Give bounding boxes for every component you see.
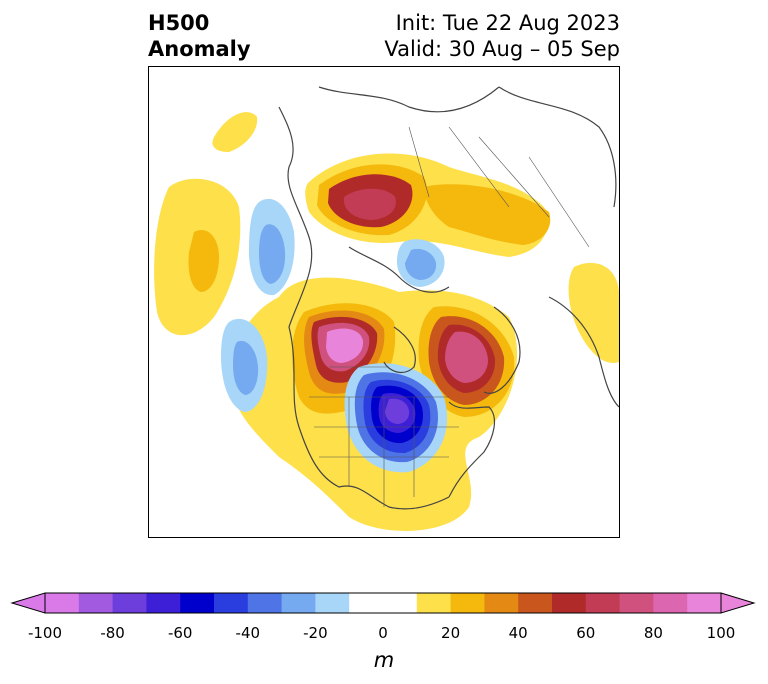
colorbar-extend-high xyxy=(720,592,756,614)
title-left: H500 Anomaly xyxy=(148,10,251,62)
colorbar-tick-label: -80 xyxy=(100,624,125,642)
valid-period-label: Valid: 30 Aug – 05 Sep xyxy=(384,37,620,61)
colorbar-tick-label: 100 xyxy=(706,624,736,642)
colorbar-box xyxy=(180,593,215,613)
colorbar-box xyxy=(687,593,722,613)
colorbar-box xyxy=(146,593,181,613)
colorbar-box xyxy=(112,593,147,613)
colorbar xyxy=(10,592,756,614)
colorbar-box xyxy=(281,593,316,613)
colorbar-tick-label: 60 xyxy=(576,624,596,642)
colorbar-box xyxy=(45,593,80,613)
colorbar-box xyxy=(315,593,350,613)
title-field: Anomaly xyxy=(148,37,251,61)
colorbar-tick-label: 80 xyxy=(643,624,663,642)
colorbar-tick-label: 0 xyxy=(378,624,388,642)
coastline-borders xyxy=(278,86,619,510)
colorbar-tick-label: 40 xyxy=(508,624,528,642)
init-time-label: Init: Tue 22 Aug 2023 xyxy=(395,11,620,35)
colorbar-tick-label: 20 xyxy=(441,624,461,642)
colorbar-box xyxy=(383,593,418,613)
positive-anomaly-shading xyxy=(154,112,619,531)
colorbar-box xyxy=(585,593,621,613)
title-variable: H500 xyxy=(148,11,210,35)
title-right: Init: Tue 22 Aug 2023 Valid: 30 Aug – 05… xyxy=(384,10,620,62)
colorbar-tick-label: -20 xyxy=(303,624,328,642)
colorbar-box xyxy=(518,593,553,613)
colorbar-box xyxy=(484,593,519,613)
colorbar-tick-label: -100 xyxy=(27,624,63,642)
map-canvas xyxy=(154,86,619,531)
colorbar-box xyxy=(653,593,688,613)
colorbar-tick-label: -40 xyxy=(235,624,261,642)
colorbar-box xyxy=(349,593,384,613)
colorbar-outline xyxy=(44,592,722,614)
colorbar-box xyxy=(247,593,283,613)
colorbar-box xyxy=(552,593,587,613)
anomaly-map xyxy=(148,66,620,538)
colorbar-box xyxy=(78,593,114,613)
colorbar-box xyxy=(619,593,654,613)
colorbar-box xyxy=(450,593,485,613)
colorbar-tick-label: -60 xyxy=(167,624,193,642)
colorbar-boxes xyxy=(45,593,722,613)
colorbar-extend-low xyxy=(10,592,46,614)
colorbar-box xyxy=(214,593,249,613)
colorbar-units: m xyxy=(373,648,395,672)
colorbar-box xyxy=(416,593,452,613)
state-province-borders xyxy=(309,126,590,507)
negative-anomaly-shading xyxy=(221,198,448,473)
